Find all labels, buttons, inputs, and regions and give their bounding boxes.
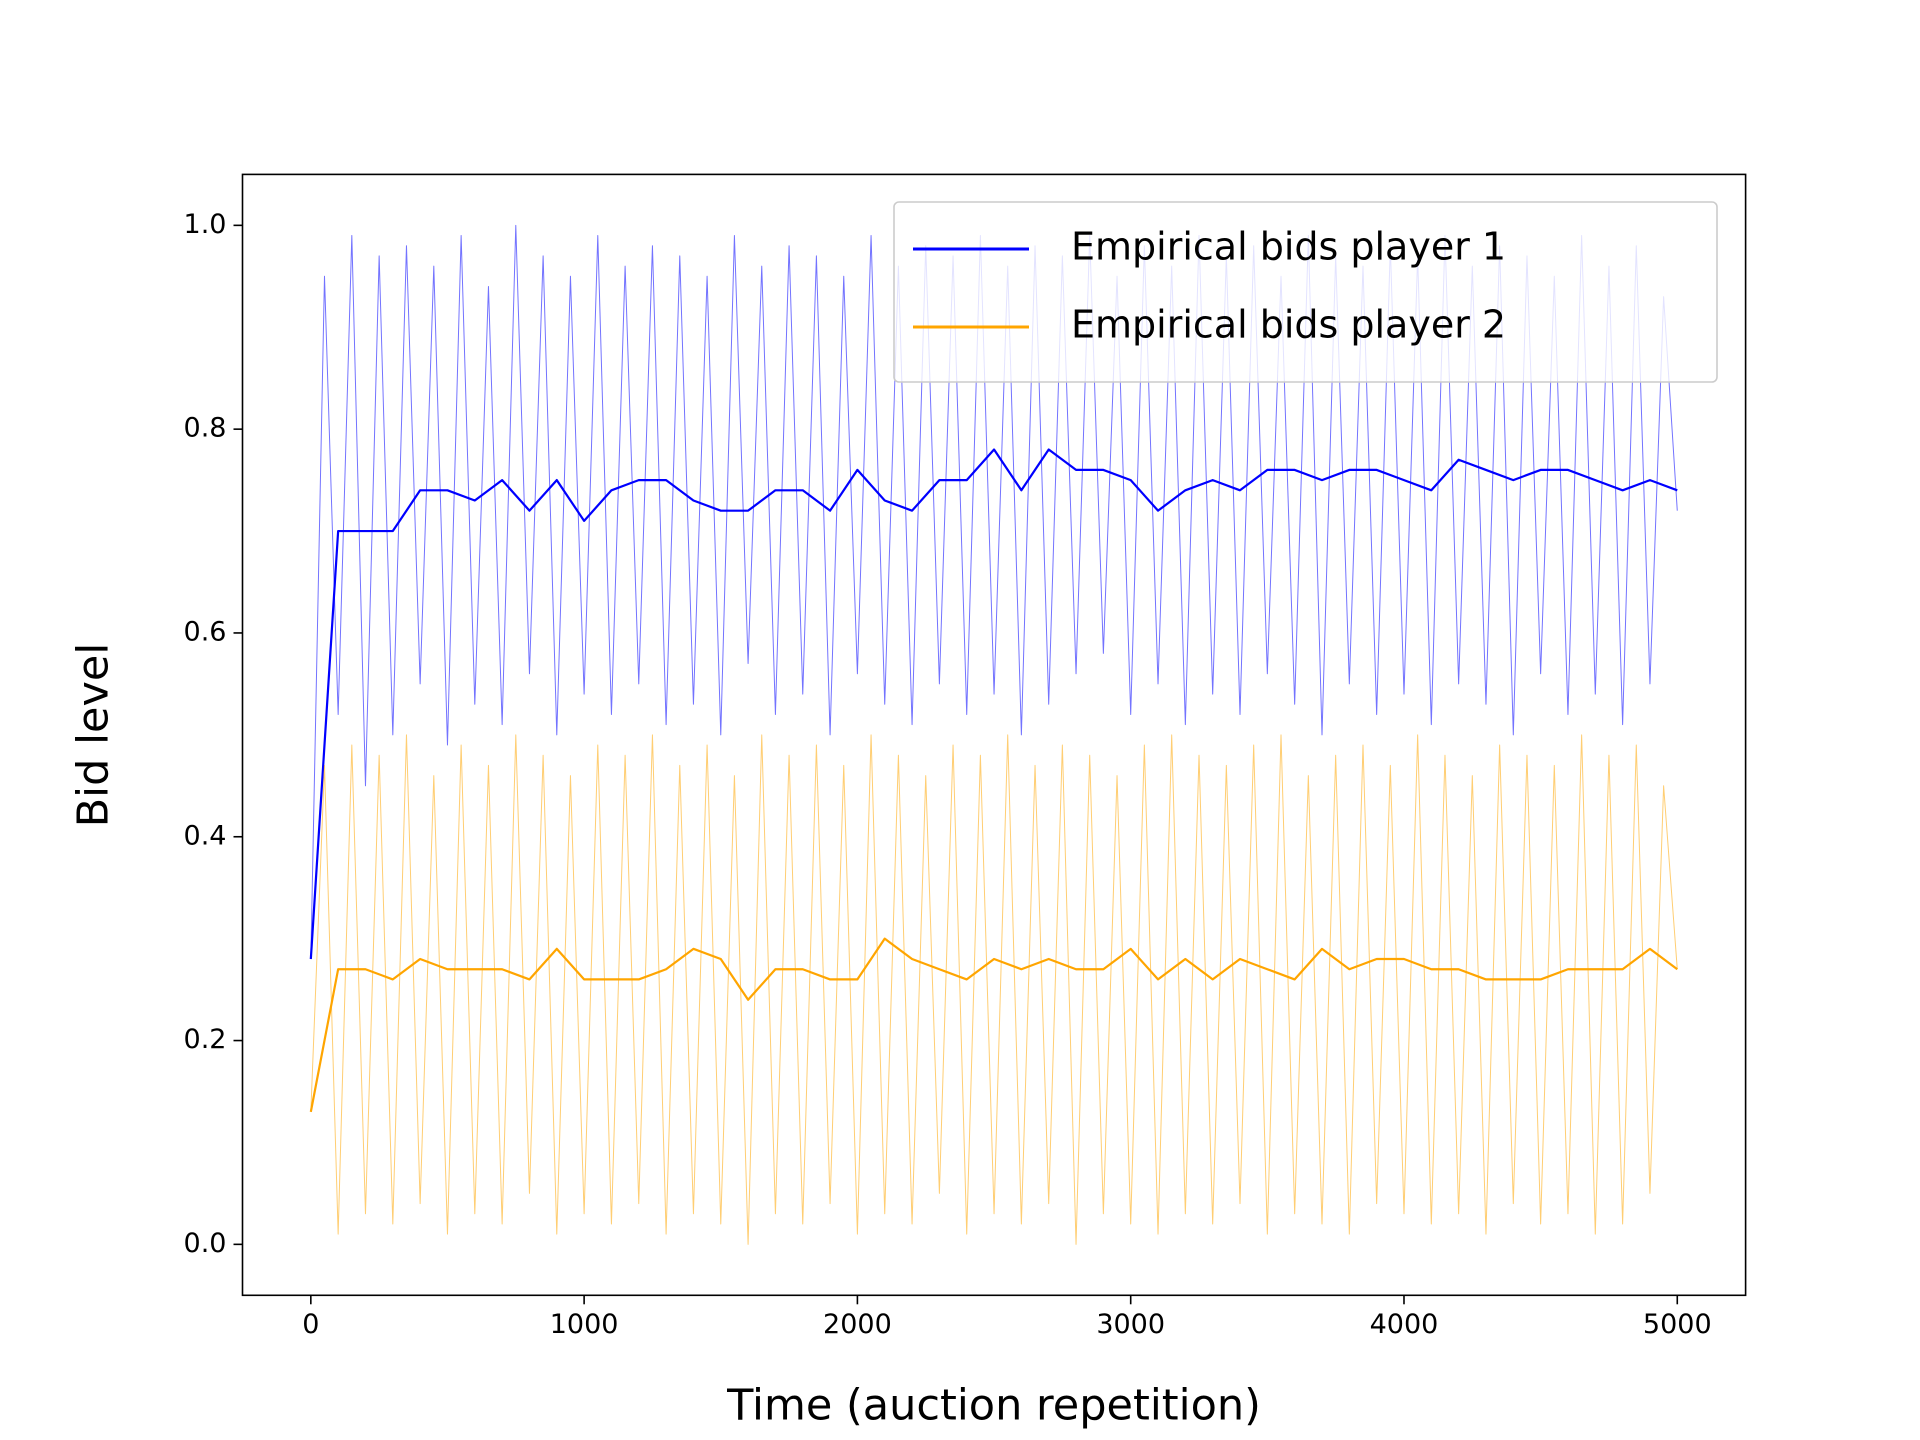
legend-label: Empirical bids player 1 <box>1071 225 1506 269</box>
x-tick-label: 0 <box>302 1309 319 1340</box>
x-tick-label: 3000 <box>1096 1309 1165 1340</box>
smoothed-bid-line <box>309 937 1678 1113</box>
y-tick-label: 0.2 <box>184 1024 227 1055</box>
y-tick-label: 0.8 <box>184 413 227 444</box>
y-axis-label: Bid level <box>69 643 119 828</box>
plot-frame <box>241 173 1747 1297</box>
smoothed-bid-line <box>309 448 1678 960</box>
y-tick-label: 0.0 <box>184 1228 227 1259</box>
x-tick-label: 4000 <box>1370 1309 1439 1340</box>
x-axis-label: Time (auction repetition) <box>726 1381 1261 1431</box>
y-tick-label: 0.4 <box>184 820 227 851</box>
x-tick-label: 5000 <box>1643 1309 1712 1340</box>
legend-label: Empirical bids player 2 <box>1071 303 1506 347</box>
legend-box <box>893 201 1718 383</box>
raw-bid-line <box>310 734 1678 1245</box>
y-tick-label: 0.6 <box>184 616 227 647</box>
legend: Empirical bids player 1 Empirical bids pl… <box>893 201 1718 383</box>
x-tick-label: 1000 <box>550 1309 619 1340</box>
raw-bid-line <box>310 224 1678 960</box>
x-tick-label: 2000 <box>823 1309 892 1340</box>
y-tick-label: 1.0 <box>184 209 227 240</box>
